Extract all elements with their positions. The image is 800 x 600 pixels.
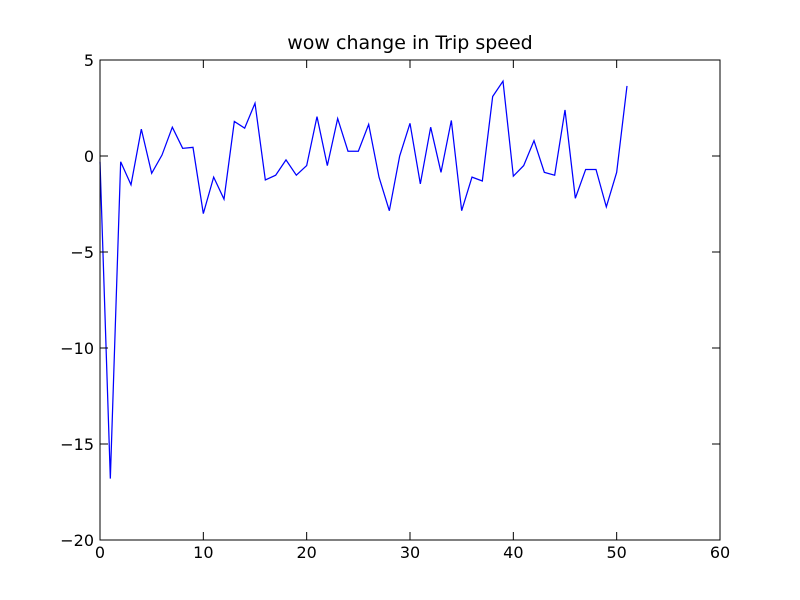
- x-tick-label: 10: [193, 543, 213, 562]
- y-tick-label: −15: [60, 435, 94, 454]
- y-tick-label: −20: [60, 531, 94, 550]
- y-tick-label: 0: [84, 147, 94, 166]
- y-tick-label: −10: [60, 339, 94, 358]
- y-tick-label: 5: [84, 51, 94, 70]
- x-tick-label: 0: [95, 543, 105, 562]
- x-tick-label: 20: [296, 543, 316, 562]
- series-layer: [99, 79, 628, 479]
- x-tick-label: 40: [503, 543, 523, 562]
- plot-area-frame: [99, 59, 721, 541]
- x-tick-label: 30: [400, 543, 420, 562]
- x-tick-label: 60: [710, 543, 730, 562]
- chart-title: wow change in Trip speed: [287, 32, 532, 54]
- y-tick-label: −5: [70, 243, 94, 262]
- series-line: [99, 79, 628, 479]
- x-tick-label: 50: [606, 543, 626, 562]
